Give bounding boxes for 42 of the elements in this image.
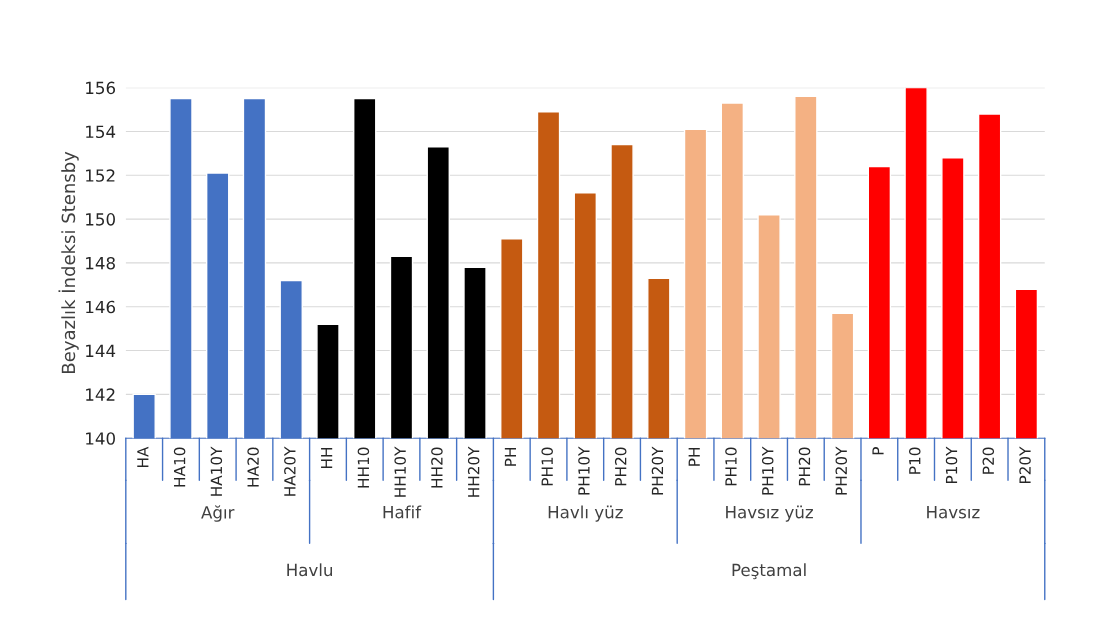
x-tick-label: PH xyxy=(504,448,516,466)
text: Hafif xyxy=(383,505,422,519)
x-tick-label: P xyxy=(872,447,884,455)
text: Havlı yüz xyxy=(548,505,623,522)
x-tick-label: PH10Y xyxy=(761,446,774,495)
x-tick-label: PH20 xyxy=(614,447,627,486)
y-tick-label: 148 xyxy=(86,256,115,270)
x-tick-label: P20 xyxy=(982,447,995,474)
x-tick-label: PH20Y xyxy=(651,446,664,495)
y-tick-label: 142 xyxy=(86,388,115,401)
y-tick-label: 144 xyxy=(86,344,116,357)
x-tick-label: HA xyxy=(137,446,149,467)
x-tick-label: PH10 xyxy=(541,447,553,486)
x-tick-label: HH10Y xyxy=(394,446,406,497)
y-tick-label: 140 xyxy=(86,432,115,445)
x-tick-label: HA20 xyxy=(247,447,259,487)
text: Ağır xyxy=(201,505,235,522)
x-tick-label: HA20Y xyxy=(284,446,296,496)
y-tick-label: 146 xyxy=(86,300,116,314)
x-tick-label: HH10 xyxy=(357,447,370,488)
x-tick-label: HA10 xyxy=(173,447,186,487)
x-tick-label: HH20 xyxy=(431,447,443,488)
x-tick-label: PH xyxy=(688,448,700,466)
x-tick-label: P20Y xyxy=(1019,446,1031,484)
y-tick-label: 156 xyxy=(86,81,116,95)
text: Havsız xyxy=(927,506,980,519)
x-tick-label: PH10 xyxy=(725,447,737,486)
x-tick-label: PH20 xyxy=(798,447,811,486)
x-tick-label: PH20Y xyxy=(835,446,848,495)
text: Havsız yüz xyxy=(726,505,813,522)
y-tick-label: 152 xyxy=(86,169,115,182)
x-tick-label: PH10Y xyxy=(578,446,590,495)
x-tick-label: P10Y xyxy=(945,446,958,484)
x-tick-label: P10 xyxy=(908,447,921,474)
y-tick-label: 150 xyxy=(86,213,115,226)
y-tick-label: 154 xyxy=(86,125,116,139)
text: Peştamal xyxy=(732,563,806,580)
x-tick-label: HH xyxy=(321,448,333,469)
y-axis-title: Beyazlık İndeksi Stensby xyxy=(58,151,79,373)
x-tick-label: HA10Y xyxy=(210,446,223,496)
x-tick-label: HH20Y xyxy=(467,446,480,497)
text: Havlu xyxy=(287,563,332,577)
